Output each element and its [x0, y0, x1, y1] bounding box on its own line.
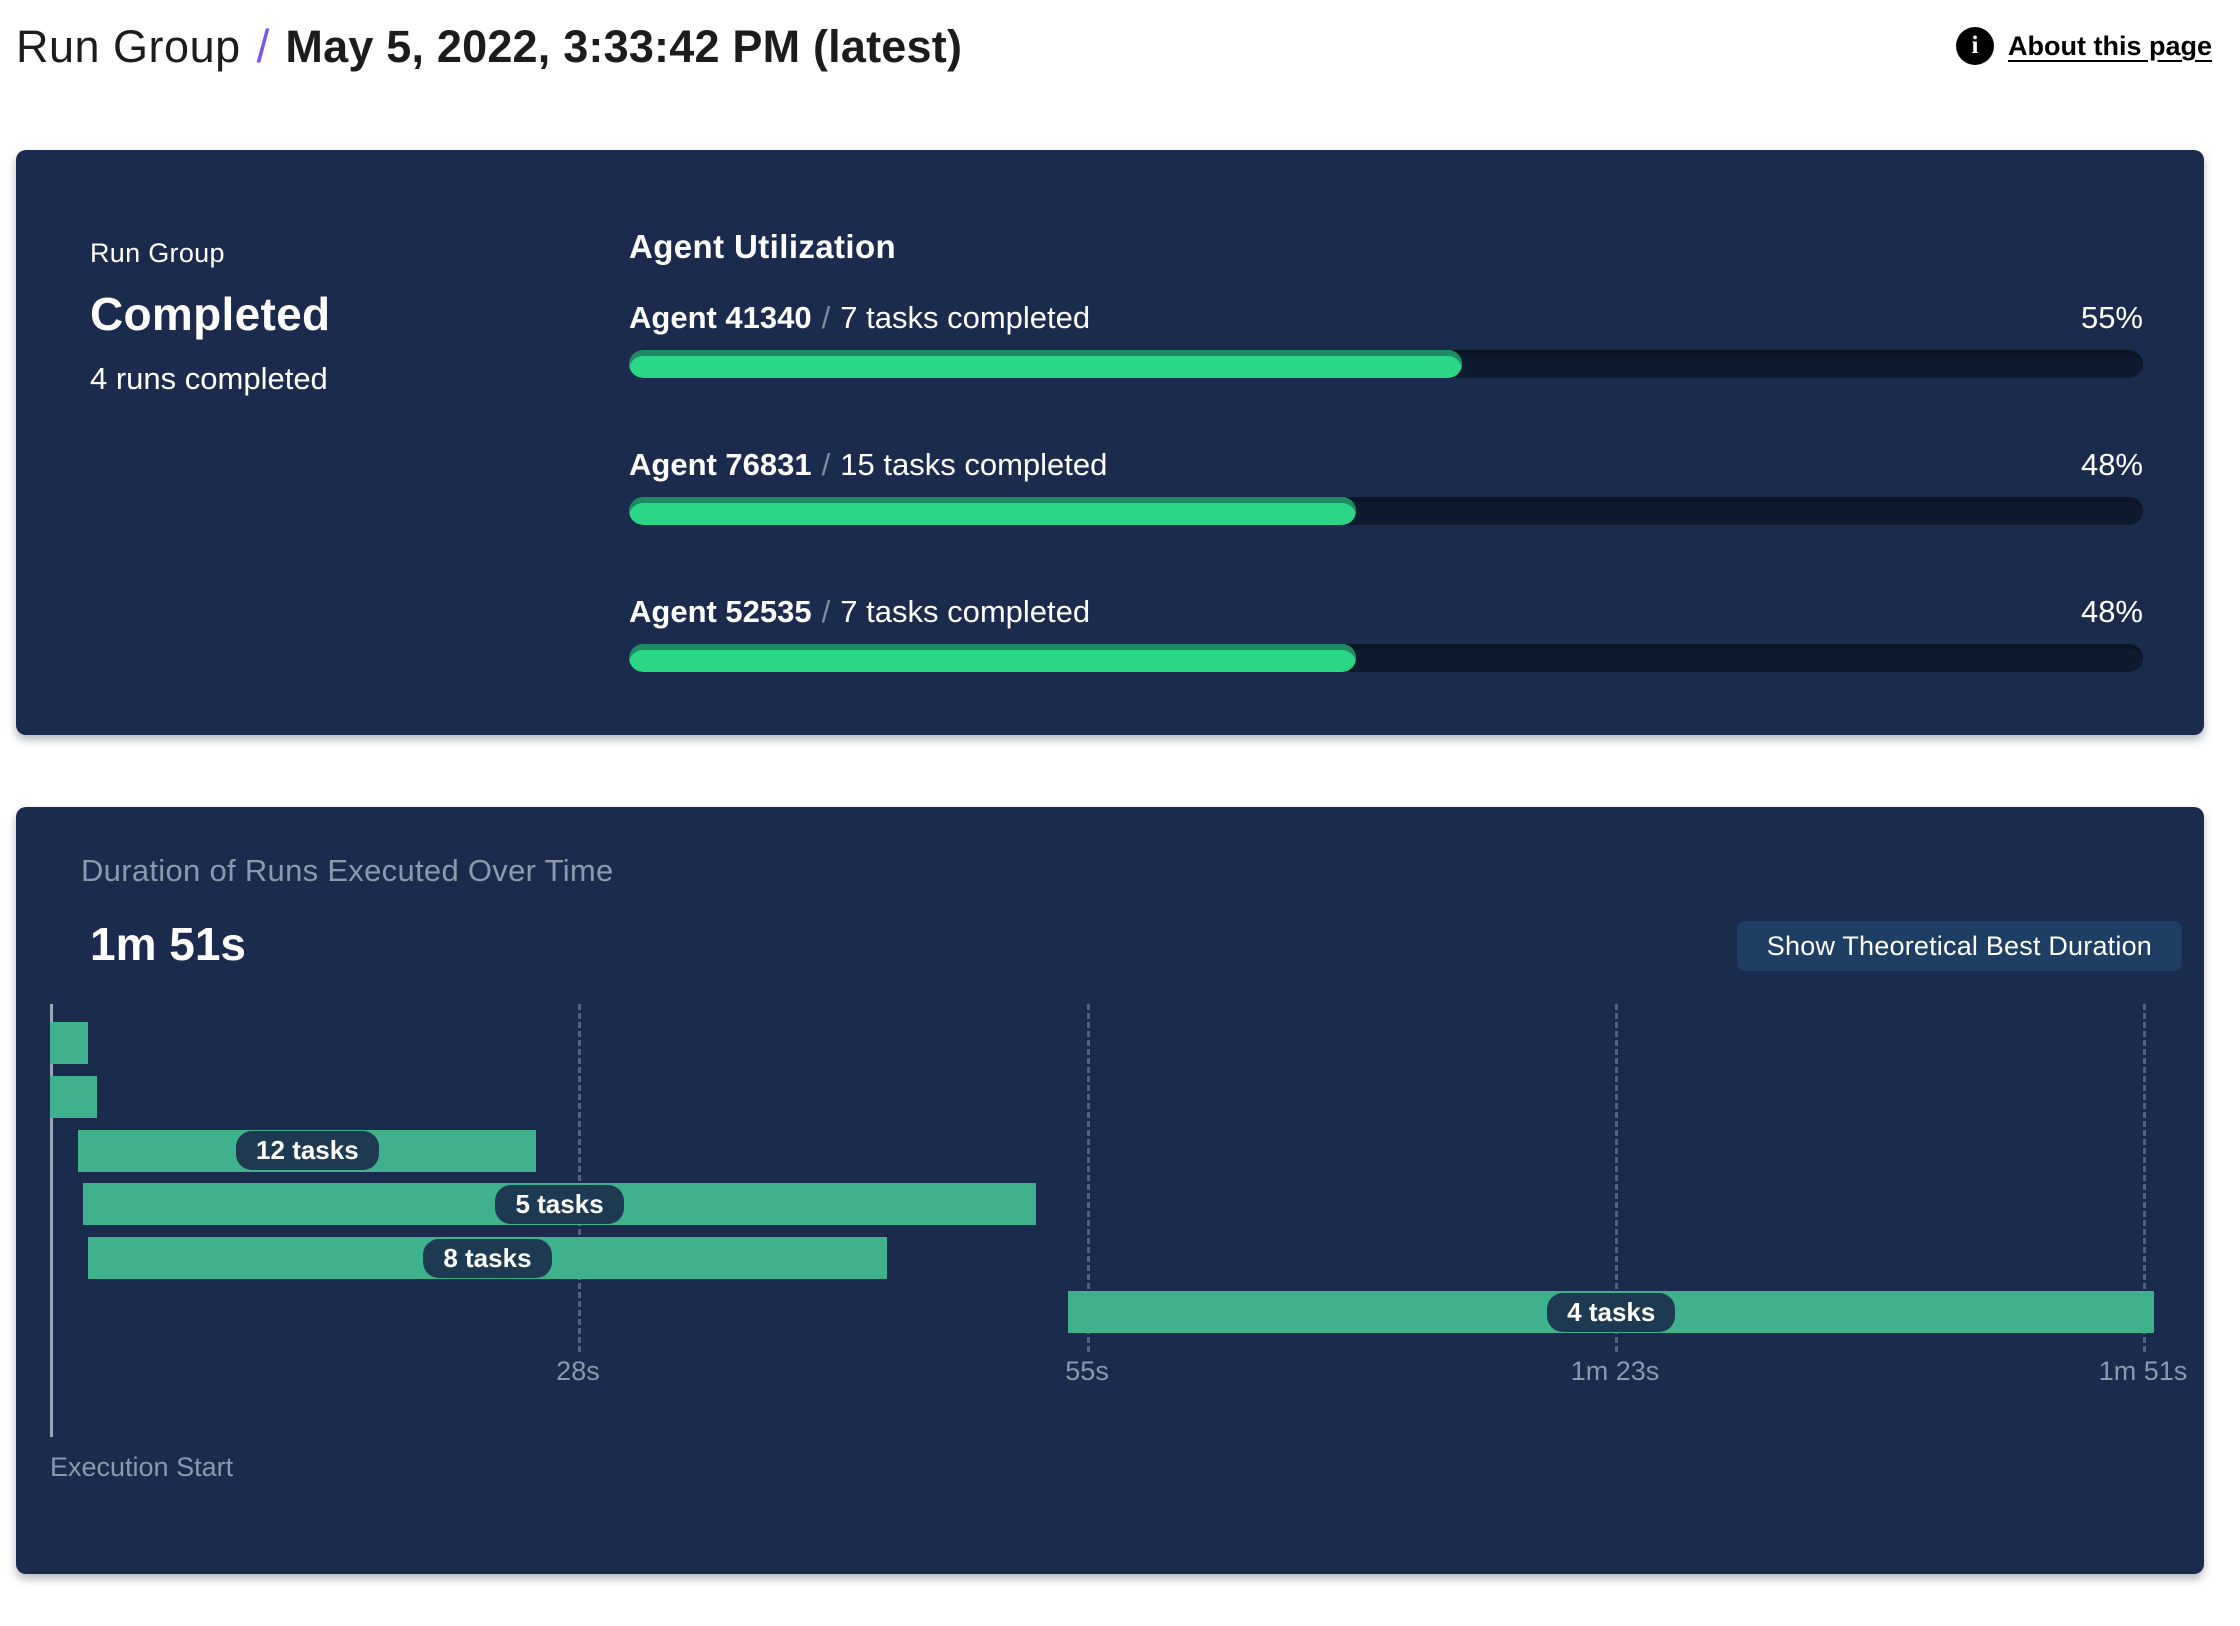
agent-utilization-value: 48% — [2080, 594, 2143, 629]
agent-name: Agent 52535 — [629, 594, 812, 629]
task-count-pill: 4 tasks — [1547, 1292, 1676, 1332]
time-gridline — [1615, 1004, 1619, 1352]
agent-utilization-row: Agent 52535 / 7 tasks completed 48% — [629, 594, 2143, 672]
run-group-label: Run Group — [90, 238, 225, 268]
agent-tasks-completed: 7 tasks completed — [840, 594, 1091, 629]
runs-completed-count: 4 runs completed — [90, 361, 328, 396]
agent-utilization-track — [629, 497, 2143, 525]
breadcrumb-separator: / — [256, 20, 270, 72]
run-duration-bar[interactable] — [50, 1075, 98, 1118]
agent-tasks-completed: 15 tasks completed — [840, 447, 1108, 482]
total-duration-value: 1m 51s — [90, 918, 247, 970]
agent-separator: / — [821, 300, 831, 335]
gantt-chart: 28s 55s 1m 23s 1m 51s 12 tasks 5 tasks 8 tasks… — [50, 1004, 2187, 1437]
run-group-status-block: Run Group Completed 4 runs completed — [90, 238, 330, 397]
run-duration-bar[interactable]: 5 tasks — [82, 1183, 1037, 1226]
task-count-pill: 12 tasks — [236, 1131, 379, 1171]
run-duration-bar[interactable]: 4 tasks — [1068, 1291, 2155, 1333]
agent-tasks-completed: 7 tasks completed — [840, 300, 1091, 335]
time-tick-label: 55s — [1065, 1356, 1109, 1386]
time-gridline — [2143, 1004, 2146, 1352]
page-header: Run Group / May 5, 2022, 3:33:42 PM (lat… — [16, 10, 2212, 82]
time-tick-label: 1m 23s — [1570, 1356, 1660, 1386]
time-gridline — [1087, 1004, 1091, 1352]
about-this-page-link[interactable]: i About this page — [1956, 27, 2212, 65]
agent-utilization-fill — [629, 350, 1462, 378]
run-duration-bar[interactable]: 12 tasks — [78, 1129, 537, 1172]
agent-separator: / — [821, 594, 831, 629]
run-group-summary-panel: Run Group Completed 4 runs completed Age… — [16, 150, 2204, 735]
agent-utilization-value: 55% — [2080, 300, 2143, 335]
agent-utilization-track — [629, 644, 2143, 672]
about-link-label[interactable]: About this page — [2008, 30, 2212, 61]
execution-start-axis-line — [50, 1004, 53, 1437]
agent-utilization-fill — [629, 497, 1356, 525]
agent-utilization-value: 48% — [2080, 447, 2143, 482]
run-duration-bar[interactable] — [50, 1022, 88, 1064]
agent-utilization-row: Agent 41340 / 7 tasks completed 55% — [629, 300, 2143, 378]
page-title: May 5, 2022, 3:33:42 PM (latest) — [285, 21, 963, 72]
duration-chart-title: Duration of Runs Executed Over Time — [81, 853, 614, 888]
time-tick-label: 1m 51s — [2098, 1356, 2188, 1386]
agent-separator: / — [821, 447, 831, 482]
info-icon[interactable]: i — [1956, 27, 1994, 65]
task-count-pill: 5 tasks — [495, 1184, 624, 1224]
task-count-pill: 8 tasks — [423, 1238, 552, 1278]
breadcrumb: Run Group / May 5, 2022, 3:33:42 PM (lat… — [16, 19, 962, 73]
breadcrumb-root: Run Group — [16, 21, 241, 72]
run-duration-bar[interactable]: 8 tasks — [87, 1237, 888, 1280]
show-theoretical-best-duration-button[interactable]: Show Theoretical Best Duration — [1736, 921, 2182, 971]
agent-utilization-fill — [629, 644, 1356, 672]
run-group-status: Completed — [90, 288, 331, 340]
time-tick-label: 28s — [556, 1356, 600, 1386]
agent-utilization-title: Agent Utilization — [629, 228, 897, 265]
agent-utilization-track — [629, 350, 2143, 378]
agent-utilization-row: Agent 76831 / 15 tasks completed 48% — [629, 447, 2143, 525]
time-gridline — [577, 1004, 581, 1352]
agent-name: Agent 41340 — [629, 300, 812, 335]
duration-panel: Duration of Runs Executed Over Time 1m 5… — [16, 807, 2204, 1574]
execution-start-label: Execution Start — [50, 1452, 234, 1482]
agent-name: Agent 76831 — [629, 447, 812, 482]
